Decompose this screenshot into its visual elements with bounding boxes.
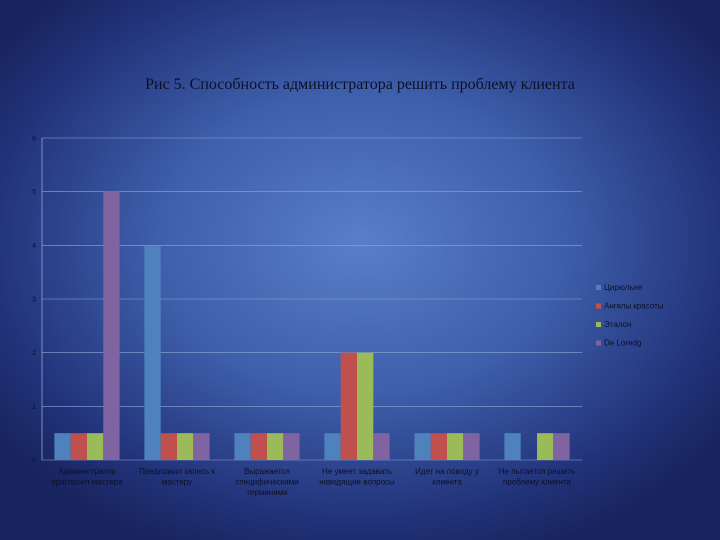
bar: [177, 433, 194, 460]
bar: [234, 433, 251, 460]
bar: [54, 433, 71, 460]
x-category-label: Не пытается решить проблему клиента: [499, 467, 575, 487]
y-tick-label: 2: [32, 350, 36, 357]
bar: [144, 245, 161, 460]
axes: 0 1 2 3 4 5 6: [32, 136, 43, 465]
x-category-label: Предложил запись к мастеру: [139, 467, 215, 487]
legend-swatch: [596, 303, 601, 309]
y-tick-label: 0: [32, 458, 36, 465]
y-tick-label: 1: [32, 404, 36, 411]
legend-label: Ангелы красоты: [604, 302, 664, 311]
legend-label: Эталон: [604, 320, 631, 329]
gridlines: [42, 137, 582, 461]
y-tick-label: 3: [32, 297, 36, 304]
x-category-label: Не умеет задавать наводящие вопросы: [319, 467, 395, 487]
bar: [267, 433, 284, 460]
bar: [250, 433, 267, 460]
bar: [447, 433, 464, 460]
bar: [357, 352, 374, 460]
bar: [160, 433, 177, 460]
bar: [373, 433, 390, 460]
bar: [87, 433, 104, 460]
bar: [103, 191, 120, 460]
legend-swatch: [596, 322, 601, 327]
category-labels: Администратор пригласил мастера Предложил …: [51, 467, 575, 497]
bar: [340, 352, 357, 460]
bar: [193, 433, 210, 460]
y-tick-label: 5: [32, 189, 36, 196]
chart-title: Рис 5. Способность администратора решить…: [145, 76, 575, 93]
bar: [414, 433, 431, 460]
bar: [70, 433, 87, 460]
bar: [430, 433, 447, 460]
legend-swatch: [596, 340, 601, 346]
bars: [54, 191, 570, 460]
legend: Цирюльня Ангелы красоты Эталон De Loredg: [596, 283, 664, 348]
x-category-label: Идет на поводу у клиента: [415, 467, 479, 487]
bar: [553, 433, 570, 460]
x-category-label: Выражается специфическими терминами: [235, 467, 298, 497]
bar: [283, 433, 300, 460]
bar: [504, 433, 521, 460]
legend-label: De Loredg: [604, 339, 641, 348]
legend-swatch: [596, 285, 601, 290]
bar: [463, 433, 480, 460]
x-category-label: Администратор пригласил мастера: [51, 467, 123, 487]
y-tick-label: 4: [32, 243, 36, 250]
bar: [324, 433, 341, 460]
bar: [537, 433, 554, 460]
y-tick-label: 6: [32, 136, 36, 143]
legend-label: Цирюльня: [604, 283, 642, 292]
